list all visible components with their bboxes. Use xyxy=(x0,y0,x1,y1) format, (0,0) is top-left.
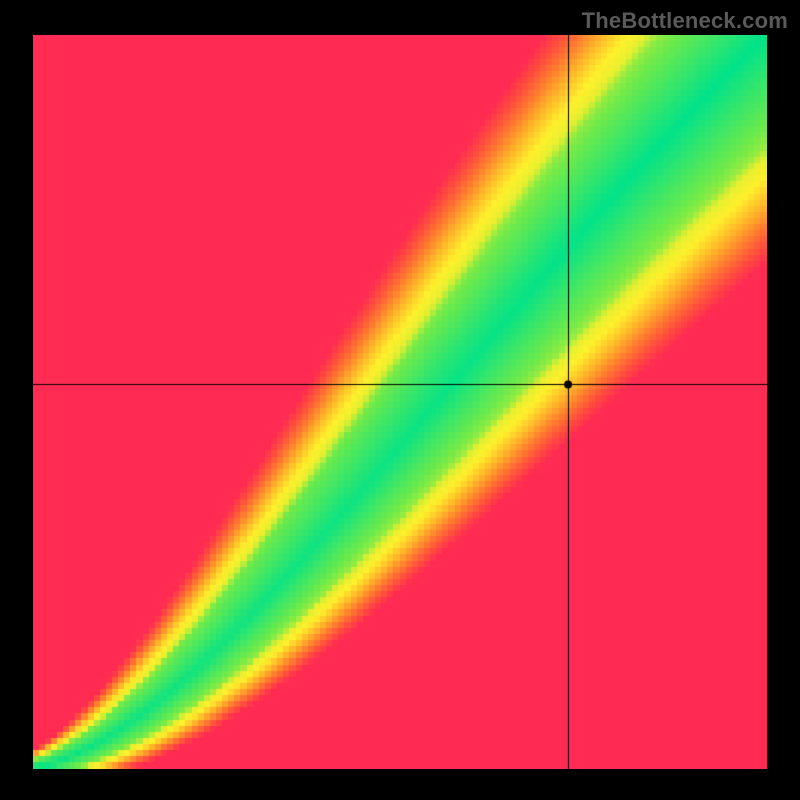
watermark-text: TheBottleneck.com xyxy=(582,8,788,34)
heatmap-plot xyxy=(33,35,767,769)
heatmap-canvas xyxy=(33,35,767,769)
root-container: TheBottleneck.com xyxy=(0,0,800,800)
